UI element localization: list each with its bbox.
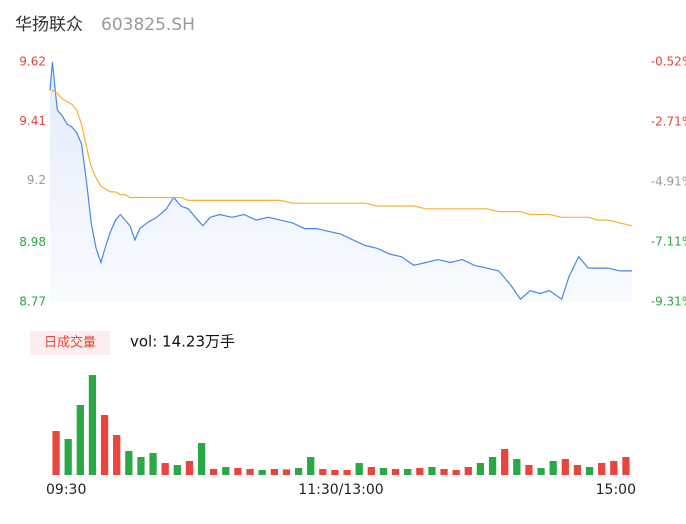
price-area — [50, 62, 632, 302]
volume-bar — [246, 469, 254, 475]
volume-bar — [307, 457, 315, 475]
x-tick-label: 09:30 — [46, 482, 86, 498]
stock-code: 603825.SH — [101, 15, 195, 35]
y-tick-label: 9.62 — [19, 55, 46, 69]
volume-bar — [440, 469, 448, 475]
volume-bar — [270, 469, 278, 475]
volume-bar — [428, 467, 436, 475]
volume-bar — [331, 470, 339, 475]
volume-bar — [161, 463, 169, 475]
volume-bar — [488, 457, 497, 475]
volume-bar — [52, 431, 60, 475]
volume-bar — [137, 457, 145, 475]
y-tick-label: 8.77 — [19, 295, 46, 309]
volume-bar — [379, 468, 388, 475]
volume-bar — [452, 470, 460, 475]
volume-bar — [197, 443, 206, 475]
volume-bar — [525, 465, 533, 475]
y2-tick-label: -9.31% — [651, 295, 686, 309]
volume-bar — [501, 449, 509, 475]
volume-bar — [476, 463, 485, 475]
volume-bar — [561, 459, 569, 475]
volume-bar — [598, 463, 606, 475]
volume-bar — [513, 459, 521, 475]
volume-bar — [113, 435, 121, 475]
y-tick-label: 9.2 — [27, 173, 46, 187]
volume-badge — [30, 331, 110, 355]
volume-bar — [622, 457, 630, 475]
volume-bar — [88, 375, 97, 475]
y2-tick-label: -2.71% — [651, 114, 686, 128]
y2-tick-label: -7.11% — [651, 234, 686, 248]
volume-bar — [234, 468, 242, 475]
volume-bar — [537, 468, 545, 475]
x-tick-label: 11:30/13:00 — [298, 482, 383, 498]
x-tick-label: 15:00 — [596, 482, 636, 498]
volume-bar — [125, 451, 133, 475]
volume-bar — [76, 405, 84, 475]
stock-name: 华扬联众 — [15, 15, 83, 35]
volume-bar — [355, 463, 363, 475]
volume-bar — [100, 415, 109, 475]
volume-bar — [210, 469, 218, 475]
volume-bar — [319, 469, 327, 475]
volume-bar — [404, 469, 412, 475]
volume-bar — [610, 461, 618, 475]
volume-bar — [416, 468, 424, 475]
volume-total: vol: 14.23万手 — [130, 333, 235, 351]
volume-bar — [464, 467, 472, 475]
volume-bar — [173, 465, 181, 475]
volume-bar — [149, 453, 157, 475]
volume-bar — [185, 461, 194, 475]
volume-bar — [294, 468, 303, 475]
volume-bar — [585, 467, 594, 475]
volume-bar — [282, 469, 291, 475]
volume-bar — [343, 470, 351, 475]
volume-title: 日成交量 — [44, 335, 96, 351]
volume-bar — [549, 461, 557, 475]
volume-bar — [64, 439, 72, 475]
y2-tick-label: -0.52% — [651, 55, 686, 69]
volume-bar — [258, 470, 266, 475]
average-line — [50, 89, 633, 227]
price-line — [49, 61, 632, 301]
volume-bar — [222, 467, 230, 475]
y-tick-label: 9.41 — [19, 114, 46, 128]
volume-bar — [391, 469, 400, 475]
volume-bar — [367, 467, 375, 475]
y2-tick-label: -4.91% — [651, 174, 686, 188]
volume-bar — [573, 465, 582, 475]
y-tick-label: 8.98 — [19, 235, 46, 249]
